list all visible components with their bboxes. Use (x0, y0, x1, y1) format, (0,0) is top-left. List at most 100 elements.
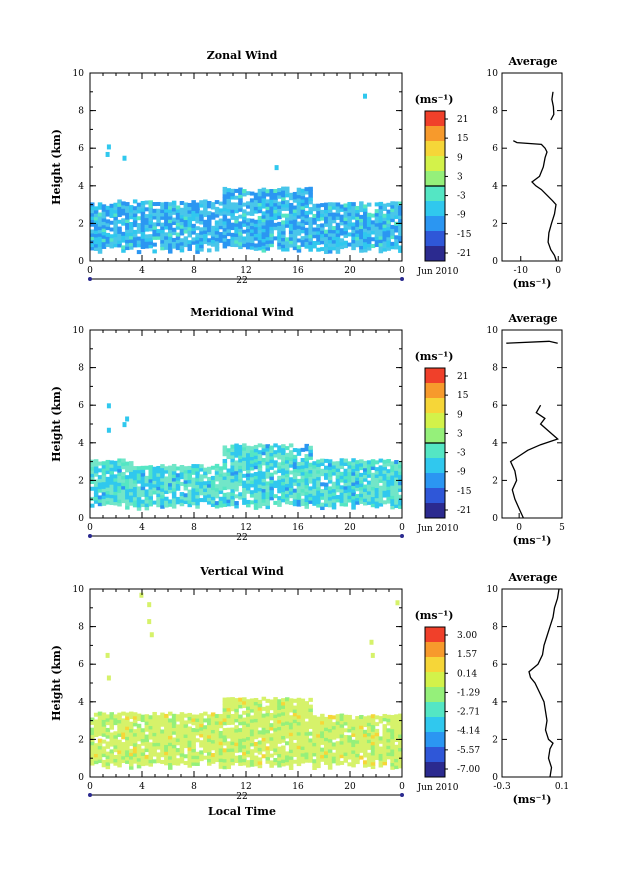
colorbar-unit: (ms⁻¹) (415, 350, 454, 363)
colorbar-segment (425, 246, 445, 262)
average-title: Average (507, 312, 557, 325)
x-tick-label: 0 (399, 523, 405, 533)
x-tick-label: 0 (87, 523, 93, 533)
average-y-tick: 8 (492, 364, 498, 374)
colorbar-label: 21 (457, 372, 468, 382)
average-y-tick: 0 (492, 773, 498, 783)
x-tick-label: 4 (139, 266, 145, 276)
average-y-tick: 8 (492, 107, 498, 117)
month-label: Jun 2010 (417, 783, 459, 793)
day-label: 22 (236, 792, 247, 802)
colorbar-label: 1.57 (457, 650, 477, 660)
average-unit: (ms⁻¹) (513, 793, 552, 806)
colorbar-label: -5.57 (457, 746, 480, 756)
colorbar-label: -9 (457, 468, 466, 478)
average-y-tick: 6 (492, 401, 498, 411)
colorbar-segment (425, 627, 445, 643)
colorbar-segment (425, 503, 445, 519)
average-profile-line (513, 140, 558, 262)
x-tick-label: 8 (191, 523, 197, 533)
colorbar-segment (425, 672, 445, 688)
colorbar-label: -4.14 (457, 727, 480, 737)
colorbar-label: -15 (457, 487, 472, 497)
colorbar-segment (425, 732, 445, 748)
colorbar-segment (425, 687, 445, 703)
y-tick-label: 0 (78, 773, 84, 783)
average-y-tick: 10 (487, 69, 499, 79)
x-tick-label: 8 (191, 782, 197, 792)
colorbar-label: -9 (457, 211, 466, 221)
month-label: Jun 2010 (417, 267, 459, 277)
colorbar-label: -21 (457, 249, 472, 259)
colorbar-label: 3 (457, 172, 463, 182)
wind-field (90, 403, 402, 511)
average-frame (501, 329, 563, 519)
day-label: 22 (236, 276, 247, 286)
y-tick-label: 8 (78, 107, 84, 117)
panel-title: Zonal Wind (207, 49, 278, 62)
x-tick-label: 20 (344, 782, 356, 792)
average-profile-upper (506, 340, 558, 344)
colorbar-segment (425, 231, 445, 247)
x-tick-label: 16 (292, 782, 304, 792)
colorbar-segment (425, 443, 445, 459)
average-y-tick: 0 (492, 257, 498, 267)
average-unit: (ms⁻¹) (513, 534, 552, 547)
y-tick-label: 6 (78, 401, 84, 411)
average-y-tick: 2 (492, 219, 498, 229)
y-tick-label: 2 (78, 219, 84, 229)
colorbar-label: 21 (457, 115, 468, 125)
average-y-tick: 6 (492, 660, 498, 670)
colorbar-label: 3.00 (457, 631, 477, 641)
colorbar-segment (425, 657, 445, 673)
average-x-tick: 0 (555, 266, 561, 276)
x-tick-label: 20 (344, 523, 356, 533)
average-y-tick: 8 (492, 623, 498, 633)
colorbar-segment (425, 111, 445, 127)
colorbar-segment (425, 473, 445, 489)
y-tick-label: 0 (78, 257, 84, 267)
x-tick-label: 8 (191, 266, 197, 276)
colorbar-segment (425, 488, 445, 504)
colorbar-segment (425, 642, 445, 658)
colorbar-segment (425, 383, 445, 399)
average-title: Average (507, 571, 557, 584)
x-tick-label: 16 (292, 523, 304, 533)
y-tick-label: 4 (78, 182, 84, 192)
colorbar-label: 9 (457, 410, 463, 420)
colorbar-unit: (ms⁻¹) (415, 609, 454, 622)
y-axis-label: Height (km) (50, 645, 63, 721)
colorbar-label: -2.71 (457, 708, 480, 718)
colorbar-label: 0.14 (457, 669, 477, 679)
x-tick-label: 0 (87, 266, 93, 276)
average-y-tick: 6 (492, 144, 498, 154)
average-y-tick: 2 (492, 735, 498, 745)
y-tick-label: 8 (78, 623, 84, 633)
average-title: Average (507, 55, 557, 68)
colorbar-label: 3 (457, 429, 463, 439)
y-tick-label: 4 (78, 698, 84, 708)
colorbar-label: -3 (457, 449, 466, 459)
colorbar-label: -1.29 (457, 688, 480, 698)
average-profile-line (528, 588, 560, 778)
colorbar-label: -7.00 (457, 765, 480, 775)
x-tick-label: 0 (399, 266, 405, 276)
x-tick-label: 4 (139, 782, 145, 792)
y-tick-label: 6 (78, 660, 84, 670)
colorbar-label: -15 (457, 230, 472, 240)
month-label: Jun 2010 (417, 524, 459, 534)
y-tick-label: 8 (78, 364, 84, 374)
colorbar-segment (425, 156, 445, 172)
colorbar-frame (424, 626, 446, 778)
y-tick-label: 10 (73, 326, 85, 336)
x-axis-label: Local Time (208, 805, 276, 818)
average-unit: (ms⁻¹) (513, 277, 552, 290)
y-tick-label: 10 (73, 69, 85, 79)
average-y-tick: 0 (492, 514, 498, 524)
colorbar-segment (425, 171, 445, 187)
colorbar-segment (425, 216, 445, 232)
average-y-tick: 2 (492, 476, 498, 486)
y-tick-label: 6 (78, 144, 84, 154)
